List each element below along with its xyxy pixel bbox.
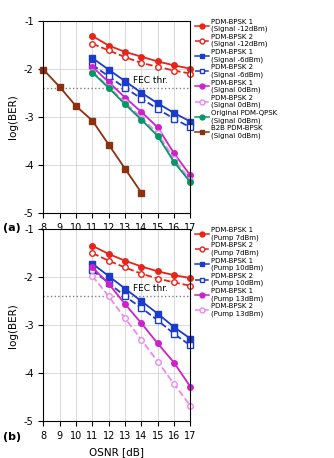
Legend: PDM-BPSK 1
(Pump 7dBm), PDM-BPSK 2
(Pump 7dBm), PDM-BPSK 1
(Pump 10dBm), PDM-BPS: PDM-BPSK 1 (Pump 7dBm), PDM-BPSK 2 (Pump… bbox=[195, 227, 263, 317]
Y-axis label: log(BER): log(BER) bbox=[8, 94, 18, 139]
Legend: PDM-BPSK 1
(Signal -12dBm), PDM-BPSK 2
(Signal -12dBm), PDM-BPSK 1
(Signal -6dBm: PDM-BPSK 1 (Signal -12dBm), PDM-BPSK 2 (… bbox=[195, 19, 277, 139]
Text: FEC thr.: FEC thr. bbox=[133, 284, 168, 293]
Text: FEC thr.: FEC thr. bbox=[133, 76, 168, 85]
Text: (b): (b) bbox=[3, 432, 21, 442]
Text: (a): (a) bbox=[3, 224, 21, 233]
X-axis label: OSNR [dB]: OSNR [dB] bbox=[90, 447, 144, 457]
Y-axis label: log(BER): log(BER) bbox=[8, 303, 18, 348]
